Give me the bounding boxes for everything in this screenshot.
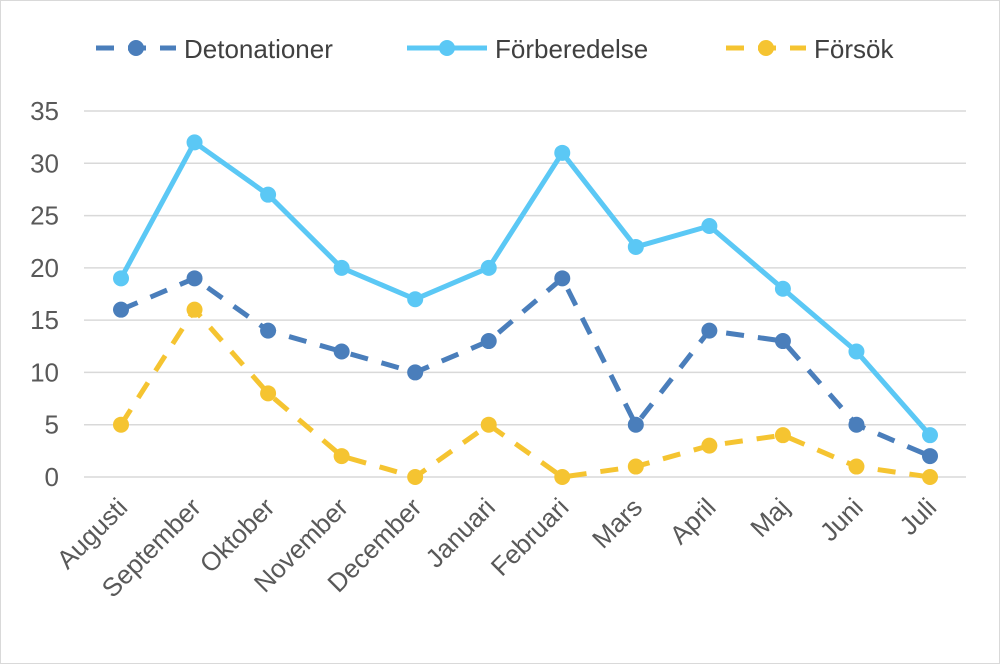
data-point (113, 301, 129, 318)
data-point (848, 458, 865, 475)
data-point (186, 301, 203, 318)
series-line-detonationer (120, 275, 931, 459)
data-point (480, 333, 497, 350)
data-point (186, 270, 203, 287)
data-point (774, 280, 791, 297)
x-tick-label: Mars (586, 492, 648, 554)
legend-item-forberedelse: Förberedelse (407, 34, 648, 64)
legend: Detonationer Förberedelse Försök (96, 34, 894, 64)
x-tick-label: Februari (485, 492, 575, 582)
x-tick-label: April (664, 492, 722, 550)
data-point (260, 322, 277, 339)
data-point (333, 259, 350, 276)
data-point (922, 427, 938, 444)
data-point (480, 259, 497, 276)
y-tick-label: 30 (30, 148, 59, 178)
data-point (407, 469, 424, 485)
y-tick-label: 25 (30, 201, 59, 231)
data-point (627, 238, 644, 255)
data-point (407, 291, 424, 308)
legend-marker (758, 40, 774, 56)
data-point (554, 270, 571, 287)
x-tick-label: Maj (744, 492, 795, 543)
data-point (774, 333, 791, 350)
legend-marker (439, 40, 455, 56)
legend-item-detonationer: Detonationer (96, 34, 333, 64)
data-point (701, 218, 718, 235)
data-point (480, 416, 497, 433)
legend-label: Försök (814, 34, 894, 64)
legend-marker (128, 40, 144, 56)
data-point (260, 385, 277, 402)
data-point (554, 144, 571, 161)
data-point (627, 416, 644, 433)
y-axis-ticks: 0 5 10 15 20 25 30 35 (30, 96, 59, 492)
data-point (848, 416, 865, 433)
data-point (627, 458, 644, 475)
data-point (554, 469, 571, 485)
series-lines (113, 134, 938, 485)
data-point (922, 448, 938, 465)
x-tick-label: Juli (893, 492, 942, 541)
series-line-forberedelse (118, 139, 933, 438)
data-point (113, 416, 129, 433)
data-point (774, 427, 791, 444)
y-tick-label: 0 (45, 462, 59, 492)
data-point (407, 364, 424, 381)
legend-label: Detonationer (184, 34, 333, 64)
data-point (260, 186, 277, 203)
x-tick-label: Juni (814, 492, 869, 547)
legend-item-forsok: Försök (726, 34, 894, 64)
data-point (922, 469, 938, 485)
data-point (701, 437, 718, 454)
legend-label: Förberedelse (495, 34, 648, 64)
series-forberedelse (113, 134, 938, 444)
data-point (186, 134, 203, 151)
y-tick-label: 35 (30, 96, 59, 126)
series-detonationer (113, 270, 938, 465)
y-tick-label: 20 (30, 253, 59, 283)
data-point (701, 322, 718, 339)
series-line-forsok (118, 307, 931, 480)
series-forsok (113, 301, 938, 485)
data-point (333, 448, 350, 465)
data-point (113, 270, 129, 287)
data-point (333, 343, 350, 360)
data-point (848, 343, 865, 360)
x-axis-ticks: AugustiSeptemberOktoberNovemberDecemberJ… (51, 492, 943, 603)
y-tick-label: 10 (30, 357, 59, 387)
y-tick-label: 5 (45, 410, 59, 440)
y-tick-label: 15 (30, 305, 59, 335)
